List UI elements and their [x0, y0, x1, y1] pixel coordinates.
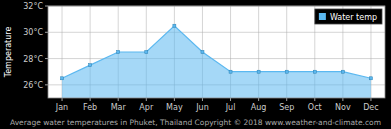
tick-label-x: Aug — [251, 103, 267, 112]
tick-label-x: Jan — [55, 103, 68, 112]
tick-y — [45, 32, 48, 33]
tick-x — [342, 98, 343, 101]
title: Average water temperatures in Phuket, Th… — [10, 118, 381, 127]
marker — [257, 70, 260, 73]
tick-label-x: Mar — [111, 103, 127, 112]
tick-label-y: 28°C — [23, 55, 43, 64]
marker — [61, 77, 64, 80]
marker — [89, 64, 92, 67]
tick-x — [202, 98, 203, 101]
tick-label-x: Jul — [225, 103, 236, 112]
plot-background — [48, 6, 385, 98]
tick-label-y: 30°C — [23, 28, 43, 37]
tick-x — [230, 98, 231, 101]
marker — [229, 70, 232, 73]
chart-container: 26°C 28°C 30°C 32°C Jan Feb Mar Apr May Jun Jul Aug… — [0, 0, 391, 129]
marker — [201, 51, 204, 54]
plot-frame — [48, 6, 385, 98]
legend-box — [315, 9, 382, 24]
tick-label-x: Apr — [139, 103, 154, 112]
tick-x — [90, 98, 91, 101]
tick-x — [118, 98, 119, 101]
line — [62, 26, 371, 79]
chart-svg: 26°C 28°C 30°C 32°C Jan Feb Mar Apr May Jun Jul Aug… — [0, 0, 391, 129]
tick-label-x: Dec — [363, 103, 378, 112]
marker — [285, 70, 288, 73]
grid-line-y — [48, 32, 385, 33]
tick-label-y: 32°C — [23, 2, 43, 11]
tick-x — [62, 98, 63, 101]
tick-y — [45, 6, 48, 7]
data-group — [61, 24, 373, 98]
tick-x — [146, 98, 147, 101]
grid-line-y — [48, 58, 385, 59]
tick-label-x: Feb — [83, 103, 97, 112]
tick-label-x: Jun — [195, 103, 209, 112]
tick-label-x: May — [166, 103, 183, 112]
tick-x — [314, 98, 315, 101]
tick-x — [370, 98, 371, 101]
tick-label-x: Sep — [279, 103, 294, 112]
marker — [313, 70, 316, 73]
background — [0, 0, 391, 129]
area — [62, 26, 371, 98]
tick-label-x: Nov — [335, 103, 351, 112]
marker — [117, 51, 120, 54]
tick-label-y: 26°C — [23, 81, 43, 90]
tick-x — [258, 98, 259, 101]
marker — [145, 51, 148, 54]
tick-x — [174, 98, 175, 101]
tick-label-x: Oct — [308, 103, 322, 112]
y-axis-label: Temperature — [4, 27, 13, 79]
tick-y — [45, 58, 48, 59]
marker — [341, 70, 344, 73]
tick-y — [45, 84, 48, 85]
legend-label: Water temp — [330, 13, 377, 22]
marker — [369, 77, 372, 80]
tick-x — [286, 98, 287, 101]
grid — [48, 6, 385, 98]
marker — [173, 24, 176, 27]
legend-swatch — [319, 13, 326, 20]
legend: Water temp — [315, 9, 382, 24]
